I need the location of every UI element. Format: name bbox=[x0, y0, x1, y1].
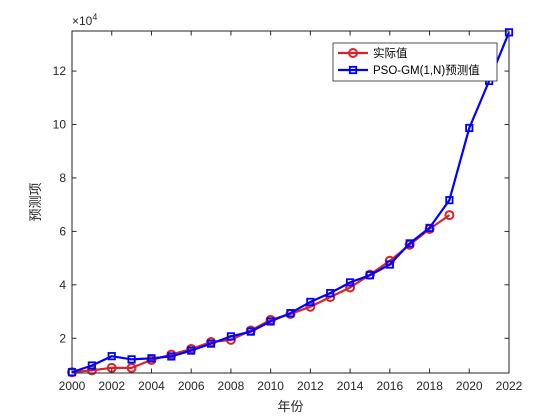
legend-item-1: 实际值 bbox=[338, 46, 408, 60]
legend-label: 实际值 bbox=[373, 46, 408, 60]
legend-marker bbox=[348, 65, 358, 75]
y-tick-label: 12 bbox=[53, 64, 67, 78]
data-point bbox=[326, 289, 335, 298]
y-exponent-base: ×10 bbox=[72, 14, 93, 28]
legend-item-2: PSO-GM(1,N)预测值 bbox=[338, 64, 480, 77]
x-tick-label: 2010 bbox=[257, 379, 284, 393]
data-point bbox=[246, 327, 255, 336]
series-line bbox=[71, 31, 511, 374]
data-point bbox=[187, 346, 196, 355]
data-point bbox=[206, 339, 216, 348]
x-axis-label: 年份 bbox=[277, 400, 303, 415]
data-point bbox=[345, 278, 355, 287]
legend-marker bbox=[348, 48, 358, 58]
legend-box bbox=[332, 42, 498, 82]
y-exponent-power: 4 bbox=[92, 12, 97, 22]
data-point bbox=[385, 260, 394, 269]
data-point bbox=[266, 317, 275, 326]
ticks-layer: 2000 2002 2004 2006 2008 2010 2012 2014 2016 2018… bbox=[53, 31, 523, 393]
data-point bbox=[444, 210, 455, 221]
x-tick-label: 2006 bbox=[178, 379, 205, 393]
x-tick-label: 2002 bbox=[98, 379, 125, 393]
x-tick-label: 2004 bbox=[138, 379, 165, 393]
data-point bbox=[107, 352, 116, 361]
legend-items: 实际值 PSO-GM(1,N)预测值 bbox=[338, 46, 480, 77]
data-point bbox=[126, 362, 137, 373]
data-point bbox=[465, 123, 474, 133]
axes-box bbox=[71, 30, 510, 374]
y-tick-label: 6 bbox=[59, 224, 66, 238]
data-point bbox=[87, 361, 96, 370]
y-axis-label: 预测项 bbox=[29, 182, 44, 221]
data-point bbox=[365, 271, 375, 280]
data-point bbox=[167, 352, 176, 361]
x-tick-label: 2018 bbox=[416, 379, 443, 393]
y-exponent-label: ×104 bbox=[72, 12, 97, 28]
x-tick-label: 2008 bbox=[218, 379, 245, 393]
data-point bbox=[286, 309, 295, 318]
data-point bbox=[127, 355, 136, 364]
y-tick-label: 10 bbox=[53, 118, 67, 132]
x-tick-label: 2016 bbox=[376, 379, 403, 393]
y-tick-label: 8 bbox=[59, 171, 66, 185]
legend-label: PSO-GM(1,N)预测值 bbox=[373, 64, 480, 77]
x-tick-label: 2012 bbox=[297, 379, 324, 393]
plot-area bbox=[72, 31, 509, 373]
data-point bbox=[226, 332, 236, 341]
x-tick-label: 2022 bbox=[496, 379, 523, 393]
data-point bbox=[445, 196, 454, 205]
data-point bbox=[405, 239, 414, 248]
x-tick-label: 2014 bbox=[337, 379, 364, 393]
series-layer bbox=[67, 28, 514, 378]
legend: 实际值 PSO-GM(1,N)预测值 bbox=[332, 42, 498, 82]
x-tick-label: 2000 bbox=[59, 379, 86, 393]
x-tick-label: 2020 bbox=[456, 379, 483, 393]
y-tick-label: 2 bbox=[59, 331, 66, 345]
y-tick-label: 4 bbox=[59, 278, 66, 292]
data-point bbox=[306, 297, 315, 307]
data-point bbox=[147, 354, 156, 363]
data-point bbox=[425, 223, 434, 233]
